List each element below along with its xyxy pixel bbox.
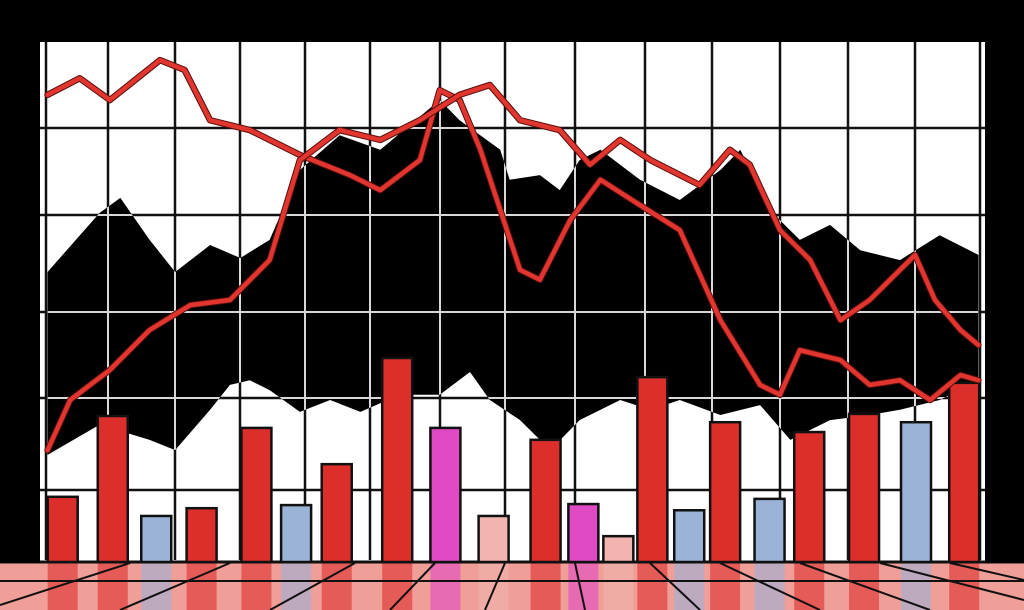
bar — [672, 509, 706, 564]
series-lines — [44, 56, 982, 454]
series-line-1 — [45, 57, 981, 403]
bar — [240, 426, 273, 564]
floor-perspective-line — [949, 562, 1024, 581]
floor-perspective-line — [799, 562, 931, 610]
bar-reflection — [603, 563, 634, 610]
right-frame — [985, 42, 1024, 563]
bar — [847, 412, 881, 564]
series-line-2 — [45, 82, 981, 453]
bar — [96, 414, 130, 564]
floor-perspective-line — [719, 562, 821, 610]
floor-perspective-line — [649, 562, 701, 610]
bar-reflection — [530, 563, 561, 610]
bar — [380, 356, 414, 564]
floor-perspective-line — [879, 562, 1024, 601]
bar-reflection — [430, 563, 461, 610]
bars — [46, 356, 981, 564]
bar-reflection — [674, 563, 705, 610]
bar — [602, 534, 635, 564]
bar — [185, 506, 218, 564]
bar — [529, 438, 562, 564]
bar — [46, 495, 79, 564]
floor-perspective-line — [0, 562, 131, 606]
bar-reflection — [281, 563, 312, 610]
bar — [429, 426, 462, 564]
bar-reflection — [241, 563, 272, 610]
bar — [320, 462, 353, 564]
bar-reflection — [141, 563, 172, 610]
bar — [279, 503, 313, 564]
bar — [567, 502, 600, 564]
bar-reflection — [321, 563, 352, 610]
bar-reflection — [637, 563, 668, 610]
bar-reflection — [47, 563, 78, 610]
bar — [947, 381, 981, 564]
bar — [477, 514, 510, 564]
bar — [708, 420, 742, 564]
floor-perspective-line — [574, 562, 586, 610]
floor — [0, 560, 1024, 610]
floor-perspective-line — [269, 562, 356, 610]
bar-reflection — [97, 563, 128, 610]
bar — [636, 375, 669, 564]
bar — [753, 497, 786, 564]
floor-perspective-line — [389, 562, 436, 610]
bar — [792, 430, 826, 564]
bar — [899, 420, 933, 564]
floor-perspective-line — [119, 562, 231, 610]
bar-reflection — [478, 563, 509, 610]
bar — [139, 514, 173, 564]
floor-perspective-line — [484, 562, 506, 610]
left-axis-bar — [0, 42, 40, 563]
